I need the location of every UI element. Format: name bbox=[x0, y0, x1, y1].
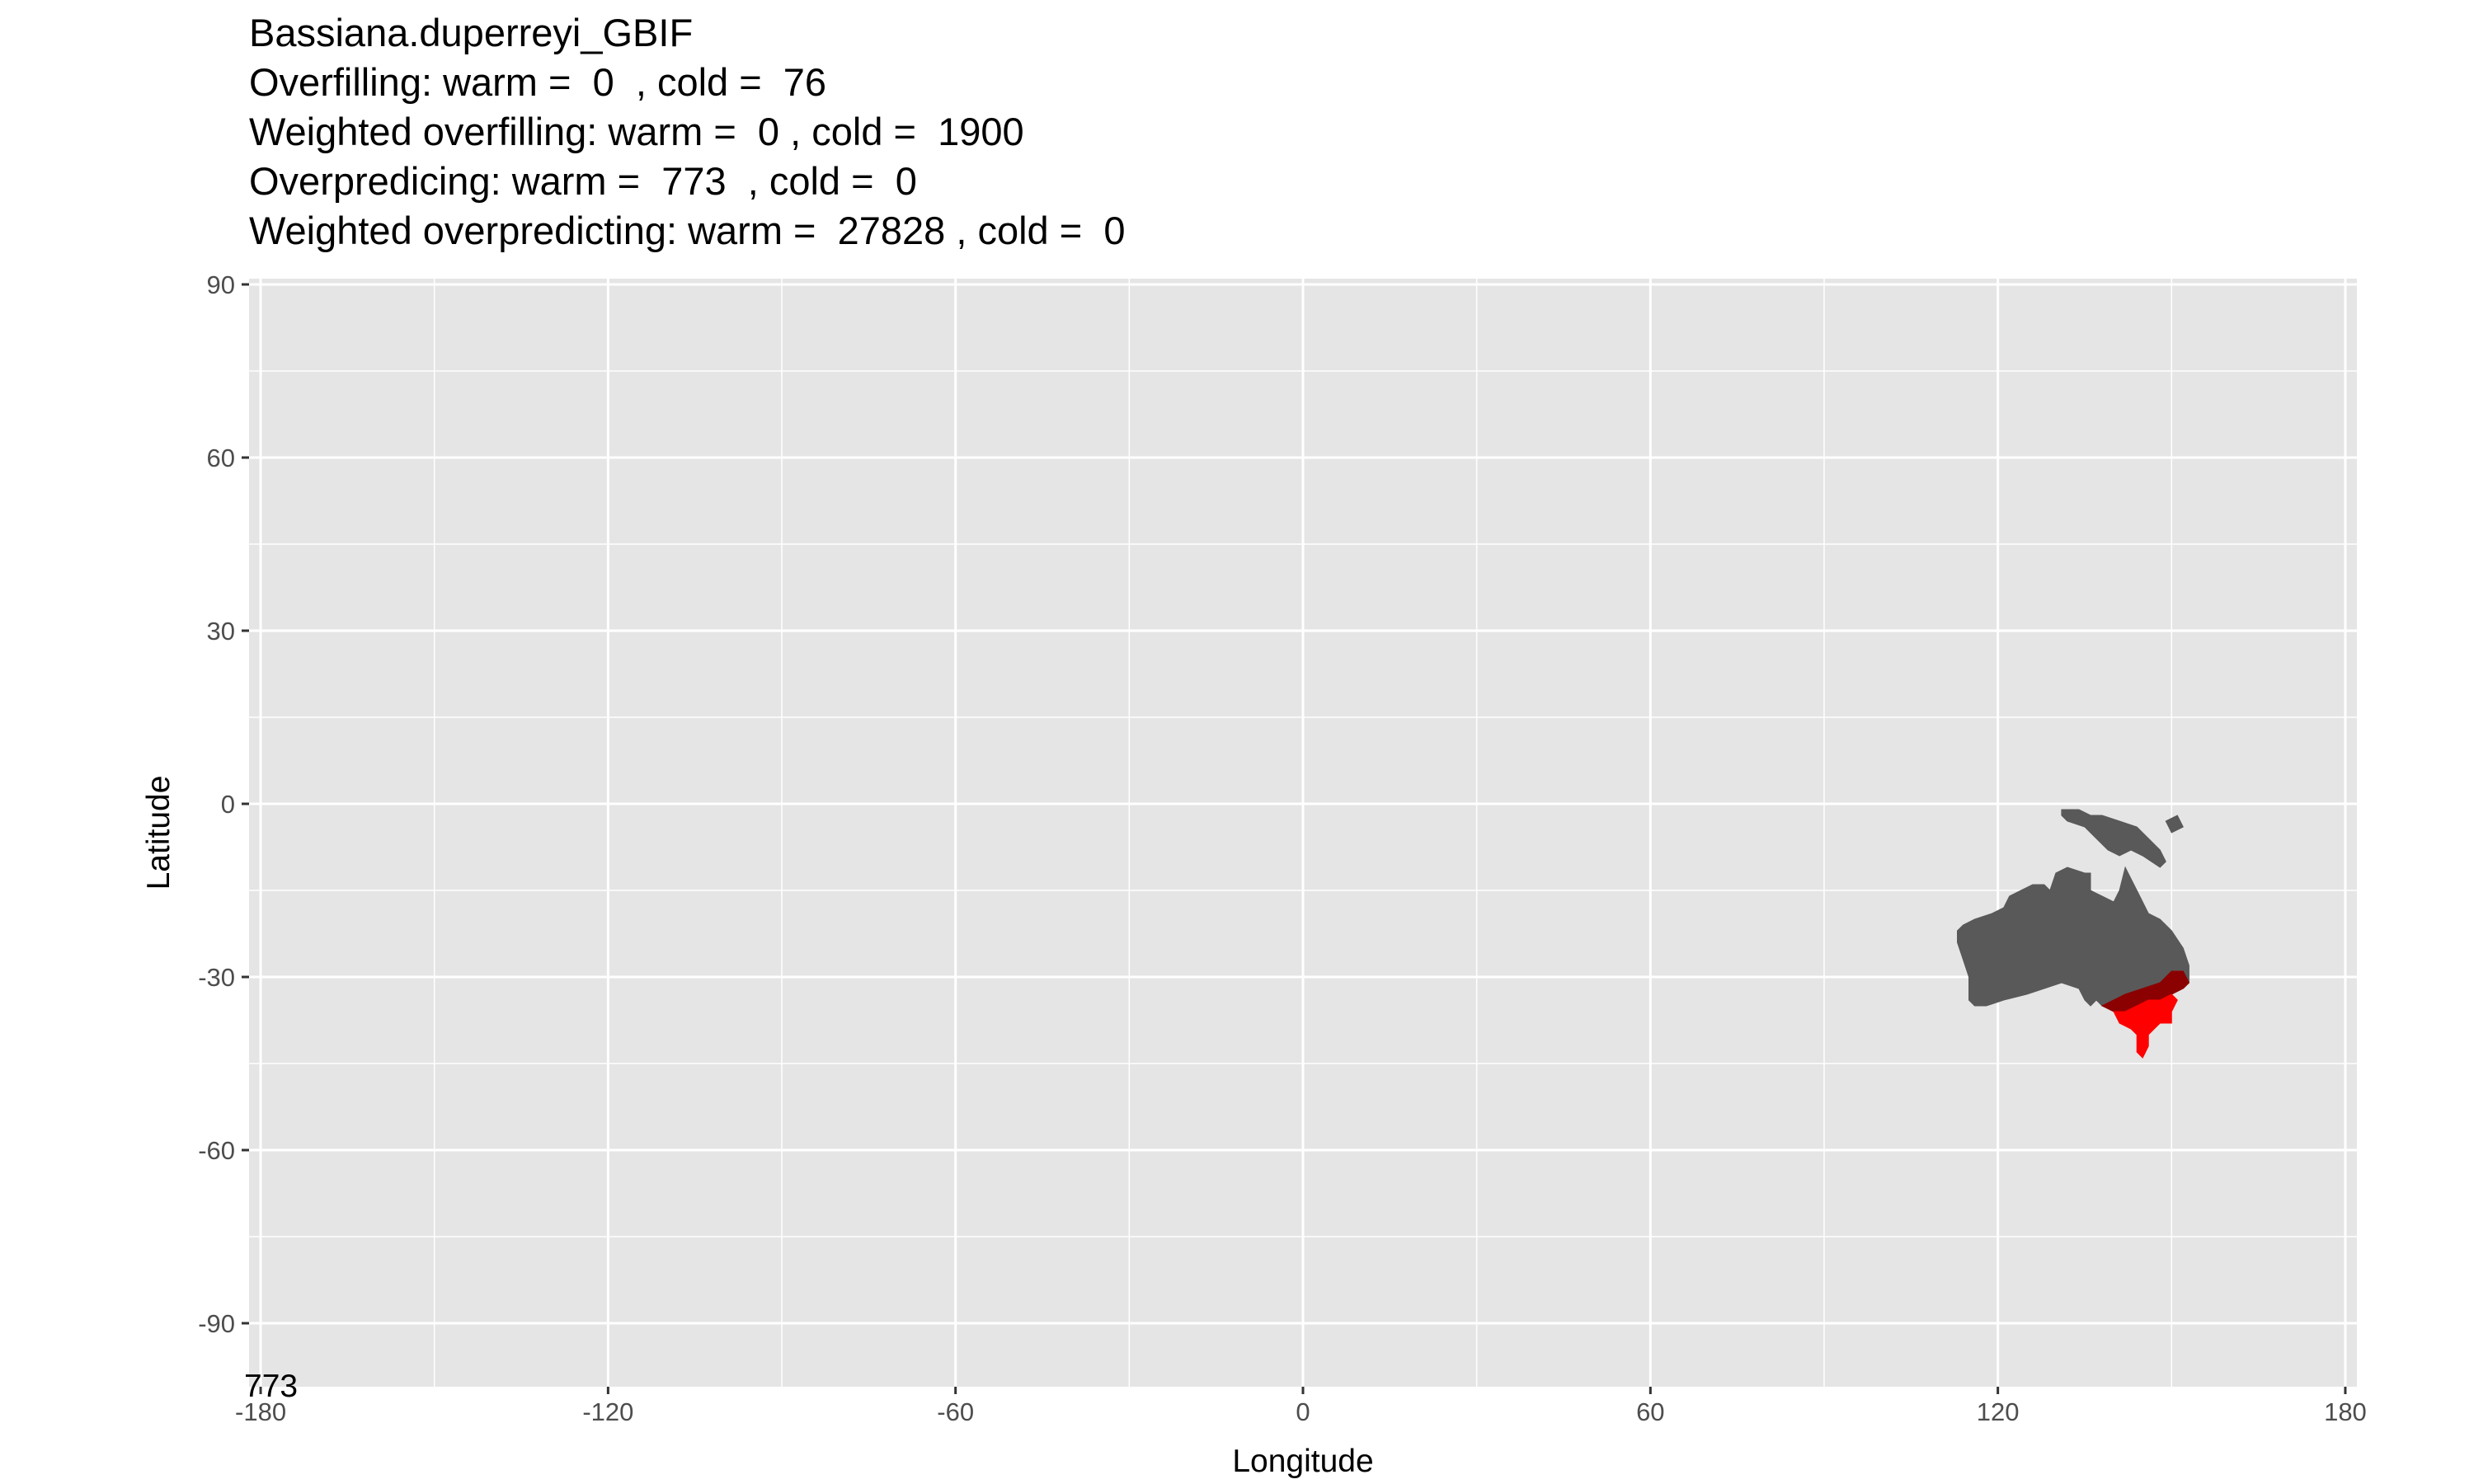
x-tick-label: -180 bbox=[235, 1397, 286, 1426]
y-tick-label: -60 bbox=[198, 1136, 235, 1165]
title-weighted-overpredicting: Weighted overpredicting: warm = 27828 , … bbox=[249, 209, 1126, 252]
land-region bbox=[2165, 815, 2184, 834]
x-axis-title: Longitude bbox=[1232, 1444, 1373, 1479]
title-overpredicting: Overpredicing: warm = 773 , cold = 0 bbox=[249, 159, 917, 203]
plot-title: Bassiana.duperreyi_GBIF Overfilling: war… bbox=[249, 8, 1125, 256]
y-tick-label: -90 bbox=[198, 1309, 235, 1338]
y-tick-label: 60 bbox=[207, 444, 235, 472]
x-tick-label: -60 bbox=[937, 1397, 974, 1426]
map-layers bbox=[1957, 809, 2190, 1059]
title-overfilling: Overfilling: warm = 0 , cold = 76 bbox=[249, 60, 827, 104]
x-tick-label: 120 bbox=[1977, 1397, 2020, 1426]
occurrence-region bbox=[2113, 993, 2178, 1059]
y-axis-ticks: 90 60 30 0 -30 -60 -90 bbox=[198, 270, 249, 1338]
corner-text: 773 bbox=[244, 1369, 298, 1404]
y-tick-label: 90 bbox=[207, 270, 235, 299]
y-tick-label: -30 bbox=[198, 963, 235, 992]
land-region bbox=[2061, 809, 2166, 868]
x-tick-label: 0 bbox=[1296, 1397, 1310, 1426]
x-tick-label: 60 bbox=[1636, 1397, 1664, 1426]
x-tick-label: 180 bbox=[2324, 1397, 2367, 1426]
title-species: Bassiana.duperreyi_GBIF bbox=[249, 11, 694, 54]
title-weighted-overfilling: Weighted overfilling: warm = 0 , cold = … bbox=[249, 110, 1024, 153]
y-tick-label: 0 bbox=[221, 790, 235, 819]
land-region bbox=[1957, 866, 2189, 1007]
y-tick-label: 30 bbox=[207, 617, 235, 646]
x-axis-ticks: -180 -120 -60 0 60 120 180 bbox=[235, 1387, 2367, 1426]
x-tick-label: -120 bbox=[582, 1397, 633, 1426]
y-axis-title: Latitude bbox=[141, 776, 176, 890]
